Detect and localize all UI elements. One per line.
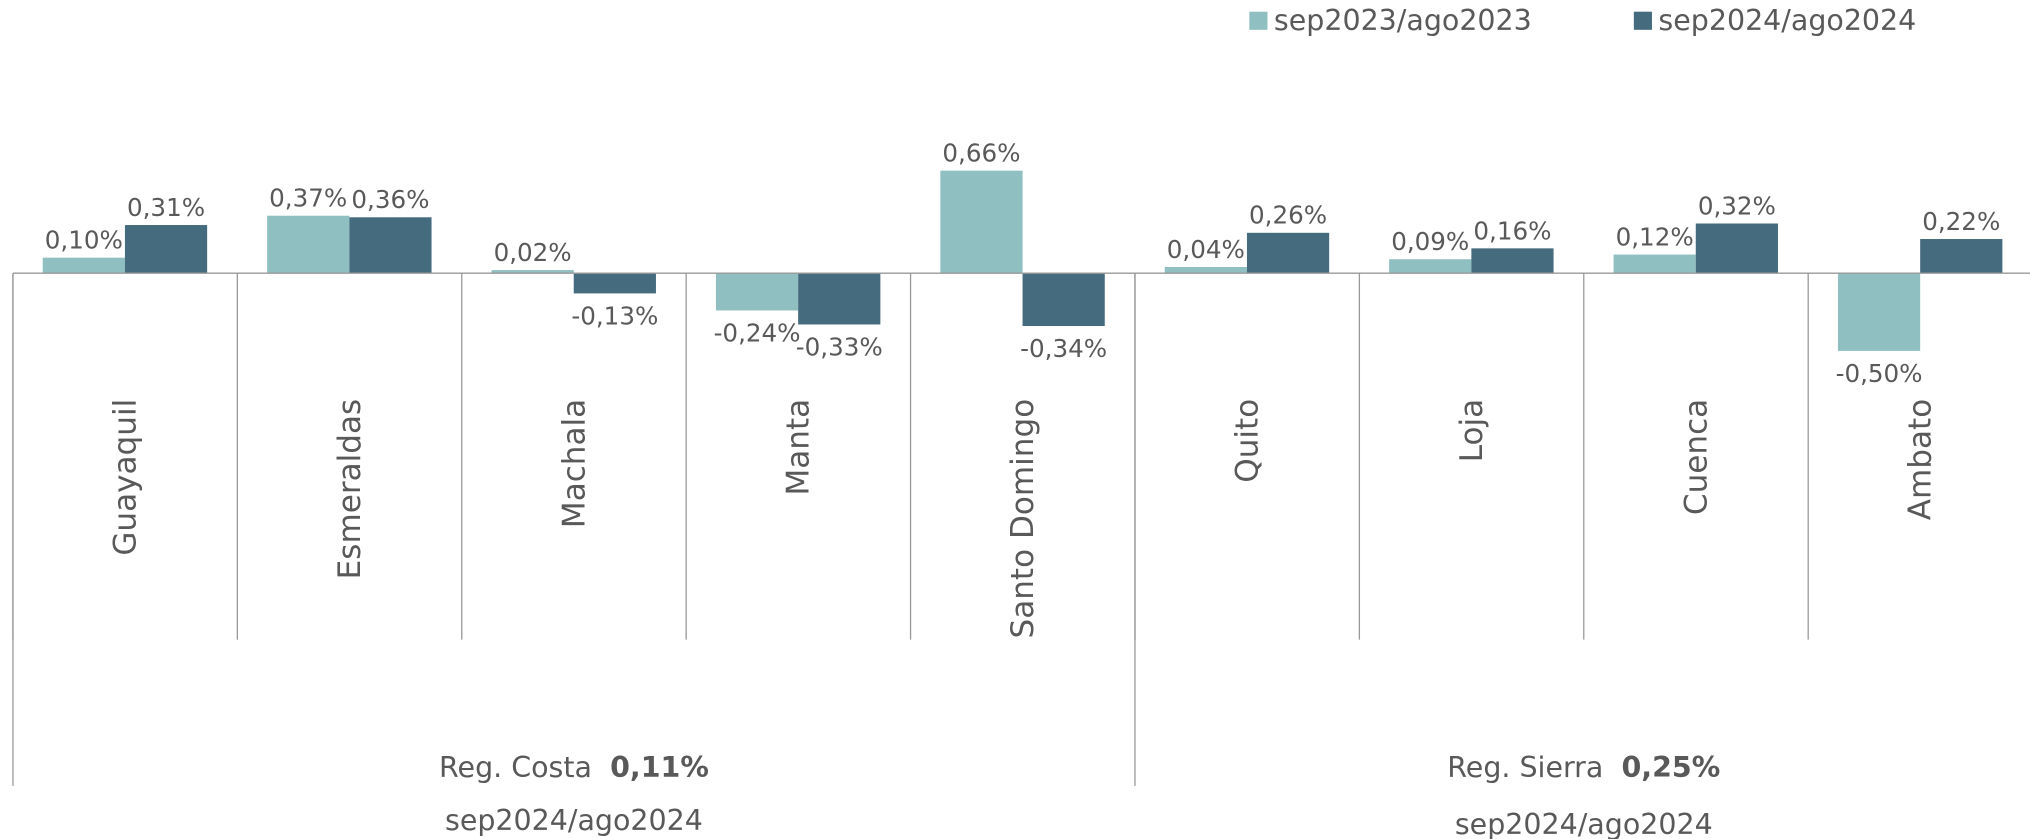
x-tick-label: Manta [781, 399, 817, 496]
group-name: Reg. Costa [439, 751, 592, 784]
x-tick-label: Ambato [1903, 399, 1939, 520]
group-label: Reg. Sierra 0,25% [1447, 751, 1720, 784]
data-label: 0,12% [1616, 223, 1694, 252]
group-period: sep2024/ago2024 [1455, 808, 1713, 839]
data-label: 0,16% [1473, 216, 1551, 245]
bar [1389, 259, 1472, 274]
bar [1613, 254, 1696, 274]
legend-label: sep2023/ago2023 [1274, 4, 1532, 37]
data-label: 0,37% [269, 184, 347, 213]
bar [349, 217, 432, 274]
group-label: Reg. Costa 0,11% [439, 751, 709, 784]
legend-swatch [1249, 11, 1268, 30]
bar [491, 270, 574, 274]
data-label: -0,13% [571, 301, 658, 330]
x-tick-label: Loja [1454, 399, 1490, 462]
bar [42, 257, 125, 274]
data-label: -0,34% [1020, 334, 1107, 363]
bar [124, 225, 208, 274]
data-label: -0,24% [714, 319, 801, 348]
x-tick-label: Quito [1230, 399, 1266, 483]
x-tick-label: Machala [556, 399, 592, 528]
data-label: 0,36% [351, 185, 429, 214]
data-label: 0,22% [1922, 207, 2000, 236]
bar [1920, 239, 2003, 274]
bar [715, 273, 799, 311]
data-label: 0,04% [1167, 235, 1245, 264]
data-label: -0,50% [1836, 359, 1923, 388]
bar [798, 273, 881, 325]
bar [267, 215, 350, 274]
data-label: 0,32% [1698, 191, 1776, 220]
data-label: 0,02% [494, 238, 572, 267]
x-tick-label: Guayaquil [108, 399, 144, 556]
data-label: 0,31% [127, 193, 205, 222]
bar [1695, 223, 1778, 274]
group-value: 0,25% [1621, 751, 1720, 784]
bar [573, 273, 656, 294]
data-label: 0,26% [1249, 201, 1327, 230]
data-label: 0,66% [942, 139, 1020, 168]
data-label: 0,09% [1391, 227, 1469, 256]
x-tick-label: Cuenca [1678, 399, 1714, 515]
bar [1022, 273, 1105, 327]
legend-swatch [1633, 11, 1652, 30]
group-value: 0,11% [610, 751, 709, 784]
bar [1246, 232, 1330, 274]
x-tick-label: Esmeraldas [332, 399, 368, 580]
group-name: Reg. Sierra [1447, 751, 1603, 784]
x-tick-label: Santo Domingo [1005, 399, 1041, 639]
group-period: sep2024/ago2024 [445, 804, 703, 837]
bar [1471, 248, 1554, 274]
data-label: 0,10% [45, 226, 123, 255]
legend-label: sep2024/ago2024 [1658, 4, 1916, 37]
data-label: -0,33% [796, 333, 883, 362]
bar [1164, 266, 1247, 274]
bar [940, 170, 1023, 274]
bar [1837, 273, 1921, 351]
